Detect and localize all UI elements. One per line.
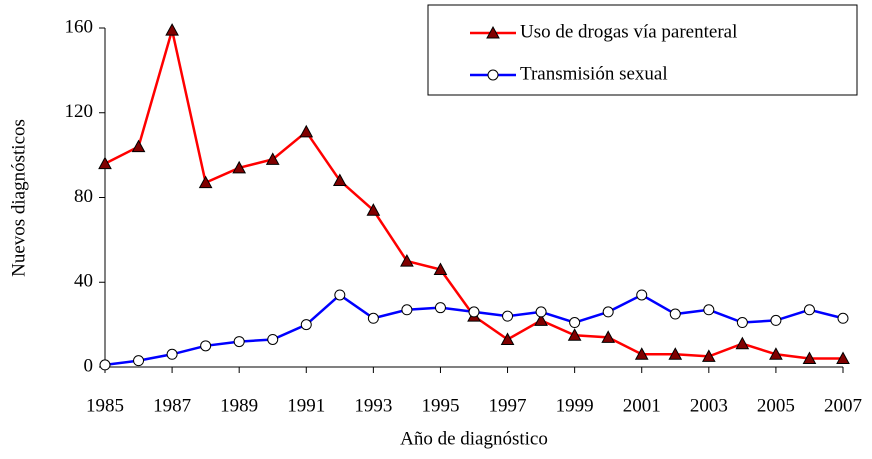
data-point (332, 173, 347, 187)
data-point (735, 336, 750, 350)
legend-label: Uso de drogas vía parenteral (520, 21, 737, 42)
x-tick-label: 1991 (287, 395, 325, 416)
data-point (133, 355, 145, 367)
data-point (232, 160, 247, 174)
legend-marker (487, 69, 499, 81)
data-point (233, 336, 245, 348)
data-point (669, 308, 681, 320)
data-point (634, 347, 649, 360)
x-tick-label: 1999 (556, 395, 594, 416)
data-point (166, 348, 178, 360)
data-point (165, 23, 179, 36)
x-tick-label: 1993 (354, 395, 392, 416)
data-point (601, 330, 616, 343)
data-point (535, 306, 547, 318)
data-point (602, 306, 614, 318)
x-tick-label: 2005 (757, 395, 795, 416)
data-point (701, 349, 716, 362)
data-point (198, 175, 213, 189)
x-tick-label: 2001 (623, 395, 661, 416)
series-line (104, 293, 844, 367)
data-point (99, 359, 111, 371)
data-point (636, 289, 648, 301)
data-point (502, 310, 514, 322)
x-tick-label: 1997 (489, 395, 527, 416)
x-tick-label: 2007 (824, 395, 862, 416)
data-point (836, 351, 850, 365)
data-point (265, 152, 280, 165)
data-point (770, 314, 782, 326)
data-point (468, 306, 480, 318)
data-point (736, 317, 748, 329)
data-point (366, 203, 381, 216)
x-tick-label: 1989 (220, 395, 258, 416)
data-point (802, 351, 817, 365)
x-tick-label: 2003 (690, 395, 728, 416)
data-point (267, 333, 279, 345)
data-point (803, 304, 815, 316)
x-axis-label: Año de diagnóstico (400, 428, 548, 449)
data-point (500, 332, 515, 345)
legend-marker (486, 25, 500, 39)
data-point (668, 347, 683, 360)
y-tick-label: 0 (84, 355, 94, 376)
data-point (401, 304, 413, 316)
y-tick-label: 40 (74, 271, 93, 292)
data-point (433, 262, 448, 276)
legend-label: Transmisión sexual (520, 63, 668, 84)
data-point (299, 124, 314, 138)
data-point (300, 319, 312, 331)
data-point (131, 139, 146, 153)
y-axis-label: Nuevos diagnósticos (8, 119, 29, 277)
data-point (837, 312, 849, 324)
data-point (200, 340, 212, 352)
data-point (769, 347, 783, 360)
x-tick-label: 1995 (421, 395, 459, 416)
data-point (569, 317, 581, 329)
data-point (567, 328, 582, 341)
y-tick-label: 160 (65, 16, 94, 37)
x-tick-label: 1985 (86, 395, 124, 416)
data-point (334, 289, 346, 301)
legend-box (427, 4, 858, 96)
data-point (534, 313, 548, 326)
data-point (367, 312, 379, 324)
y-tick-label: 80 (74, 186, 93, 207)
x-tick-label: 1987 (153, 395, 191, 416)
y-tick-label: 120 (65, 101, 94, 122)
data-point (98, 156, 112, 170)
data-point (400, 254, 414, 267)
data-point (434, 302, 446, 314)
data-point (703, 304, 715, 316)
